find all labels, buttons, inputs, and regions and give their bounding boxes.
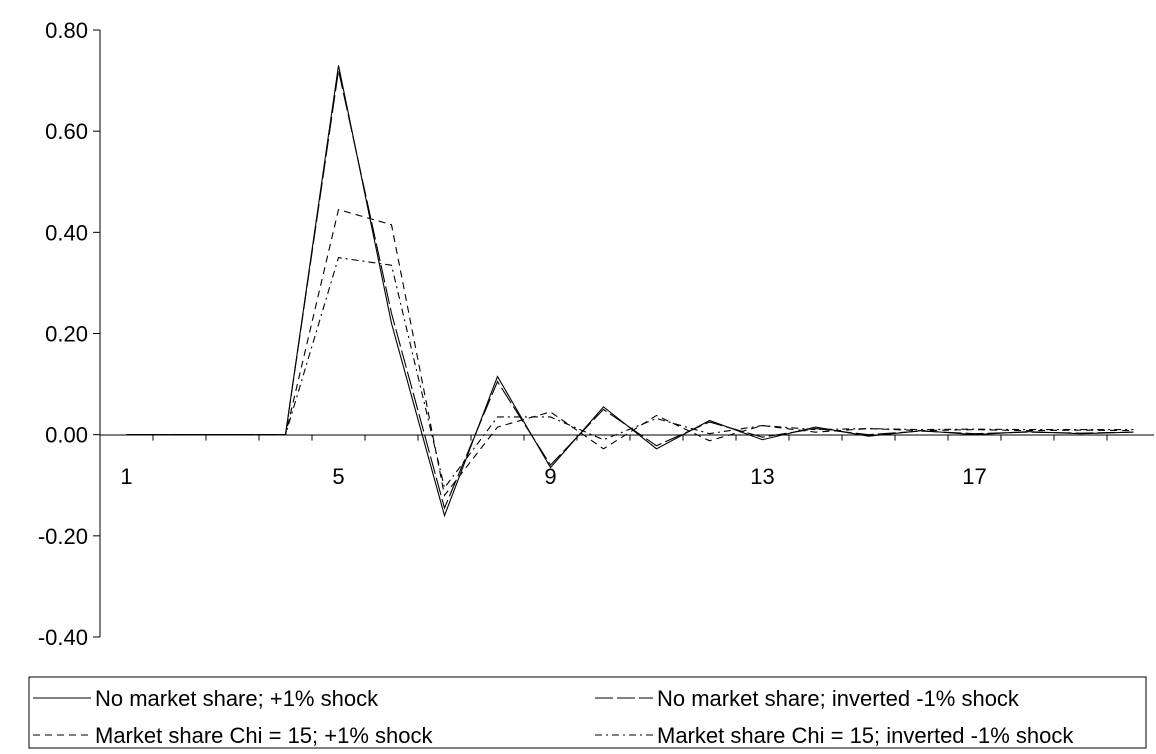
x-tick-label: 1 xyxy=(120,464,132,489)
y-tick-label: 0.60 xyxy=(45,119,88,144)
y-tick-label: 0.00 xyxy=(45,423,88,448)
legend-label-2: No market share; inverted -1% shock xyxy=(657,686,1020,711)
y-tick-label: 0.20 xyxy=(45,322,88,347)
legend-label-4: Market share Chi = 15; inverted -1% shoc… xyxy=(657,723,1074,748)
x-tick-label: 17 xyxy=(962,464,986,489)
x-tick-label: 9 xyxy=(544,464,556,489)
y-tick-label: -0.40 xyxy=(38,625,88,650)
series-line-3 xyxy=(126,208,1134,497)
legend-label-3: Market share Chi = 15; +1% shock xyxy=(95,723,433,748)
y-tick-label: 0.80 xyxy=(45,18,88,43)
y-tick-label: -0.20 xyxy=(38,524,88,549)
series-line-1 xyxy=(126,65,1134,518)
series-line-4 xyxy=(126,257,1134,490)
legend: No market share; +1% shock No market shar… xyxy=(28,676,1147,749)
y-axis-ticks: 0.80 0.60 0.40 0.20 0.00 -0.20 -0.40 xyxy=(38,18,100,650)
series-lines xyxy=(126,65,1134,518)
x-tick-label: 5 xyxy=(332,464,344,489)
series-line-2 xyxy=(126,70,1134,510)
x-tick-label: 13 xyxy=(750,464,774,489)
legend-box xyxy=(28,676,1147,749)
x-axis-ticks: 1 5 9 13 17 xyxy=(99,434,1108,489)
legend-label-1: No market share; +1% shock xyxy=(95,686,379,711)
y-tick-label: 0.40 xyxy=(45,220,88,245)
